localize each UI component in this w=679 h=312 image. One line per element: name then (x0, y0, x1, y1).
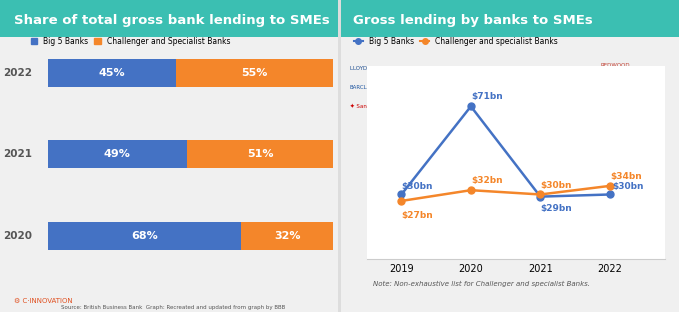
Text: Gross lending by banks to SMEs: Gross lending by banks to SMEs (353, 14, 593, 27)
FancyBboxPatch shape (242, 222, 333, 250)
Text: ✕ HSBC: ✕ HSBC (407, 66, 428, 71)
Text: $30bn: $30bn (540, 181, 572, 189)
Text: Source: British Business Bank  Graph: Recreated and updated from graph by BBB: Source: British Business Bank Graph: Rec… (61, 305, 285, 310)
Text: 2021: 2021 (3, 149, 33, 159)
Text: $27bn: $27bn (401, 211, 433, 220)
Text: 49%: 49% (104, 149, 131, 159)
FancyBboxPatch shape (48, 222, 242, 250)
Legend: Big 5 Banks, Challenger and specialist Banks: Big 5 Banks, Challenger and specialist B… (354, 37, 558, 46)
Text: 2020: 2020 (3, 231, 33, 241)
FancyBboxPatch shape (340, 0, 679, 37)
Text: Allica Bank: Allica Bank (601, 97, 631, 102)
FancyBboxPatch shape (0, 0, 340, 37)
Text: $32bn: $32bn (471, 176, 502, 185)
Text: 55%: 55% (241, 68, 268, 78)
Text: Note: Non-exhaustive list for Challenger and specialist Banks.: Note: Non-exhaustive list for Challenger… (373, 281, 591, 287)
Text: Starling Bank: Starling Bank (536, 97, 573, 102)
FancyBboxPatch shape (187, 140, 333, 168)
Text: 32%: 32% (274, 231, 300, 241)
Text: Share of total gross bank lending to SMEs: Share of total gross bank lending to SME… (14, 14, 329, 27)
Text: ✦ Santander: ✦ Santander (350, 104, 385, 109)
FancyBboxPatch shape (48, 59, 176, 87)
Text: ⚙ C·INNOVATION: ⚙ C·INNOVATION (14, 298, 72, 304)
Text: 45%: 45% (98, 68, 125, 78)
Text: LLOYDS BANK: LLOYDS BANK (350, 66, 387, 71)
Text: 51%: 51% (246, 149, 273, 159)
Text: REDWOOD
BANK: REDWOOD BANK (601, 63, 631, 74)
Text: BARCLAYS: BARCLAYS (350, 85, 378, 90)
FancyBboxPatch shape (48, 140, 187, 168)
Text: 2022: 2022 (3, 68, 33, 78)
Text: $34bn: $34bn (610, 172, 642, 181)
Text: NatWest: NatWest (407, 85, 430, 90)
Text: $30bn: $30bn (401, 182, 433, 191)
Legend: Big 5 Banks, Challenger and Specialist Banks: Big 5 Banks, Challenger and Specialist B… (31, 37, 230, 46)
Text: OakNorth: OakNorth (536, 66, 563, 71)
Text: $71bn: $71bn (471, 92, 502, 101)
FancyBboxPatch shape (176, 59, 333, 87)
Text: $29bn: $29bn (540, 203, 572, 212)
Text: $30bn: $30bn (612, 182, 644, 191)
Text: 68%: 68% (131, 231, 158, 241)
